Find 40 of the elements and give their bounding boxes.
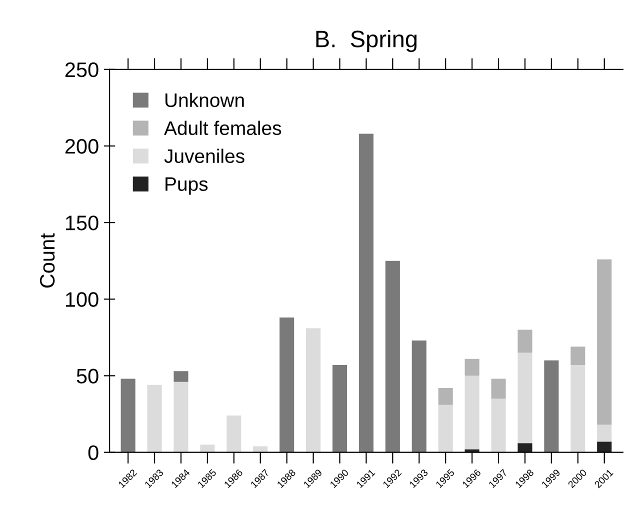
y-tick-label: 0 [88,445,98,460]
bar [464,376,480,450]
bar [597,424,612,442]
bar [226,416,242,452]
bar [174,382,188,452]
y-axis-title: Count [40,233,55,288]
bar [518,330,532,353]
bar [174,371,188,382]
y-tick-label: 150 [66,216,98,230]
y-tick-label: 250 [65,62,98,78]
bar [385,260,400,452]
bar [544,360,559,452]
bar [280,318,294,452]
bar [332,365,348,452]
bar [518,443,532,452]
bar [147,384,162,452]
bar [464,358,480,376]
bar [597,259,612,425]
legend-label: Juveniles [164,148,244,164]
bar [120,378,136,452]
y-tick-label: 100 [66,292,98,307]
bar [570,346,586,366]
legend-label: Unknown [165,92,244,108]
legend-label: Pups [166,177,208,195]
legend-label: Adult females [164,120,282,136]
y-tick-label: 200 [65,138,98,154]
bar [597,442,612,452]
chart-title: B. Spring [316,30,417,52]
bar [570,365,586,452]
bar [438,404,453,452]
bar [518,352,532,444]
bar [253,446,268,452]
bar [358,134,374,452]
bar [200,444,215,452]
y-tick-label: 50 [76,368,98,384]
bar [438,388,453,405]
bar [491,398,506,452]
bar [491,378,506,399]
bar [306,328,321,452]
bar [412,340,426,452]
